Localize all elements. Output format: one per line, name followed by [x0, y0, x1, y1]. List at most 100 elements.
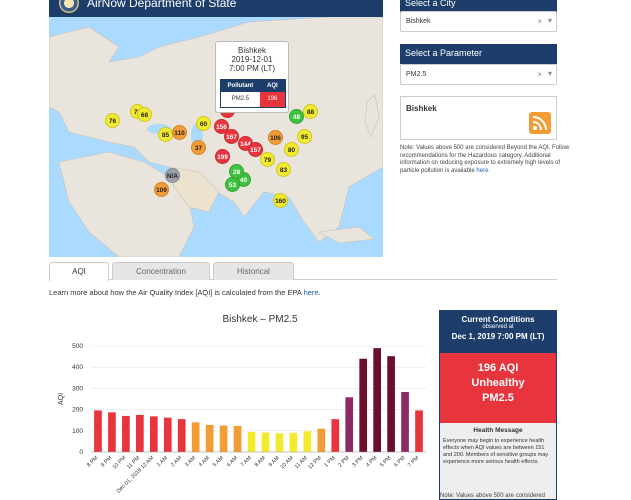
chart-bar [387, 356, 395, 452]
current-aqi-category: Unhealthy [471, 377, 525, 389]
city-card: Bishkek [400, 96, 557, 140]
city-select[interactable]: Bishkek × ▾ [400, 11, 557, 32]
popup-city: Bishkek [237, 46, 266, 55]
x-tick-label: 2 PM [337, 455, 351, 469]
current-conditions-panel: Current Conditions observed at Dec 1, 20… [439, 310, 557, 500]
x-tick-label: 6 AM [226, 455, 239, 468]
observed-label: observed at [482, 324, 514, 330]
popup-pollutant: PM2.5 [231, 96, 250, 102]
current-conditions-header: Current Conditions observed at Dec 1, 20… [440, 311, 556, 353]
aqi-map-marker[interactable]: 80 [284, 142, 299, 157]
city-card-name: Bishkek [406, 104, 437, 113]
chart-bar [247, 431, 256, 452]
note-link[interactable]: here. [476, 167, 491, 174]
health-message-title: Health Message [473, 427, 523, 434]
parameter-select[interactable]: PM2.5 × ▾ [400, 64, 557, 85]
chart-bar [149, 416, 158, 452]
tab-historical[interactable]: Historical [213, 262, 294, 280]
aqi-map-marker[interactable]: 110 [172, 125, 187, 140]
current-aqi-pollutant: PM2.5 [482, 392, 514, 404]
popup-col-aqi: AQI [267, 83, 278, 89]
x-tick-label: 4 PM [365, 455, 379, 469]
chart-bar [261, 432, 270, 452]
city-popup: Bishkek 2019-12-01 7:00 PM (LT) Pollutan… [215, 41, 289, 113]
chart-bar [415, 410, 423, 452]
aqi-map-marker[interactable]: 85 [158, 127, 173, 142]
y-tick-label: 300 [72, 385, 83, 392]
health-message-text: Everyone may begin to experience health … [443, 438, 549, 465]
aqi-map-marker[interactable]: 53 [225, 177, 240, 192]
aqi-map-marker[interactable]: 95 [297, 129, 312, 144]
popup-time: 7:00 PM (LT) [228, 64, 276, 73]
aqi-map-marker[interactable]: N/A [165, 168, 180, 183]
popup-col-pollutant: Pollutant [227, 83, 254, 89]
x-tick-label: 4 AM [198, 455, 211, 468]
tab-aqi[interactable]: AQI [49, 262, 109, 281]
x-tick-label: 3 PM [351, 455, 365, 469]
current-aqi-box: 196 AQI Unhealthy PM2.5 [440, 353, 556, 423]
aqi-map-marker[interactable]: 199 [215, 149, 230, 164]
chart-bar [136, 414, 144, 452]
chart-bar [191, 422, 200, 452]
aqi-map-marker[interactable]: 109 [154, 182, 169, 197]
aqi-map-marker[interactable]: 106 [268, 130, 283, 145]
chart-bar [401, 392, 409, 452]
aqi-map-marker[interactable]: 83 [276, 162, 291, 177]
aqi-map-marker[interactable]: 88 [303, 104, 318, 119]
app-header: AirNow Department of State [49, 0, 383, 17]
aqi-map-marker[interactable]: 37 [191, 140, 206, 155]
learn-text: Learn more about how the Air Quality Ind… [49, 288, 302, 297]
chart-bar [219, 425, 228, 452]
epa-link[interactable]: here. [303, 288, 321, 297]
chart-bar [331, 419, 340, 452]
chart-bar [122, 415, 130, 452]
y-tick-label: 500 [72, 343, 83, 350]
x-tick-label: 11 AM [294, 455, 309, 470]
aqi-map-marker[interactable]: 160 [273, 193, 288, 208]
current-conditions-title: Current Conditions [461, 315, 535, 324]
health-message: Health Message Everyone may begin to exp… [440, 423, 556, 499]
app-title: AirNow Department of State [87, 0, 237, 10]
aqi-map-marker[interactable]: 76 [105, 113, 120, 128]
x-tick-label: 12 PM [307, 455, 323, 471]
aqi-map-marker[interactable]: 60 [196, 116, 211, 131]
aqi-map-marker[interactable]: 48 [289, 109, 304, 124]
chart-bar [108, 412, 116, 452]
tab-bar: AQI Concentration Historical [49, 262, 557, 281]
y-tick-label: 400 [72, 364, 83, 371]
aqi-map-marker[interactable]: 68 [137, 107, 152, 122]
y-tick-label: 200 [72, 407, 83, 414]
rss-feed-icon[interactable] [529, 112, 551, 134]
city-select-header: Select a City [400, 0, 557, 14]
aqi-map-marker[interactable]: 79 [260, 152, 275, 167]
x-tick-label: 8 AM [254, 455, 267, 468]
observed-datetime: Dec 1, 2019 7:00 PM (LT) [451, 332, 545, 341]
beyond-aqi-note: Note: Values above 500 are considered Be… [400, 145, 570, 175]
chart-bar [275, 433, 284, 452]
parameter-select-value: PM2.5 [406, 71, 427, 78]
chart-bar [317, 428, 326, 452]
bottom-note: Note: Values above 500 are considered [440, 493, 545, 499]
aqi-map[interactable]: 7672688511060135177488895106156167144157… [49, 17, 383, 257]
chevron-down-icon[interactable]: ▾ [547, 69, 552, 78]
clear-icon[interactable]: × [537, 70, 542, 79]
chart-bar [373, 348, 381, 452]
x-tick-label: 8 PM [86, 455, 100, 469]
clear-icon[interactable]: × [537, 17, 542, 26]
x-tick-label: 10 AM [280, 455, 296, 471]
tab-concentration[interactable]: Concentration [112, 262, 210, 280]
x-tick-label: 7 AM [240, 455, 253, 468]
y-tick-label: 0 [79, 449, 83, 456]
chart-bar [205, 424, 214, 452]
chart-bar [163, 417, 172, 452]
aqi-map-marker[interactable]: 157 [248, 142, 263, 157]
x-tick-label: 6 PM [393, 455, 407, 469]
chevron-down-icon[interactable]: ▾ [547, 16, 552, 25]
x-tick-label: 10 PM [112, 455, 128, 471]
y-axis-label: AQI [58, 393, 65, 405]
chart-bar [345, 397, 354, 452]
aqi-map-marker[interactable]: 167 [224, 129, 239, 144]
x-tick-label: 1 AM [156, 455, 169, 468]
parameter-select-header: Select a Parameter [400, 44, 557, 64]
